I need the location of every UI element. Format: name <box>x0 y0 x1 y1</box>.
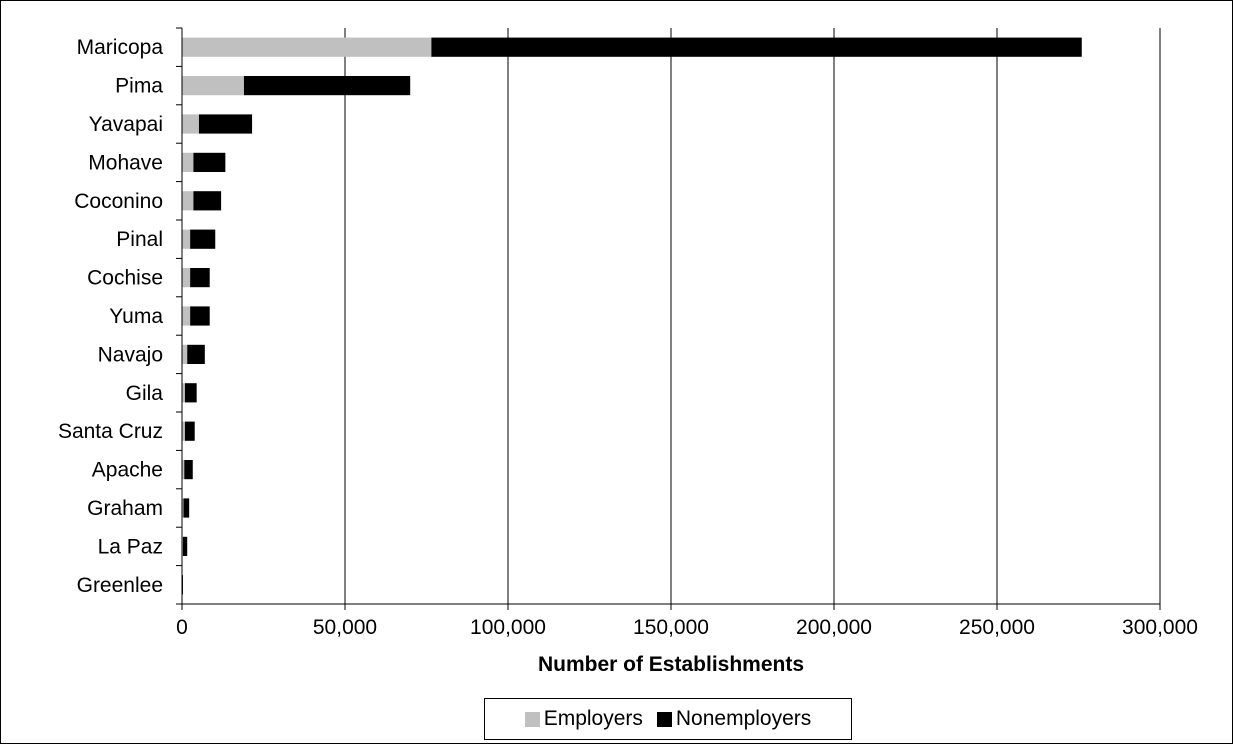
bar-nonemployers-maricopa <box>431 38 1081 57</box>
legend-swatch-employers <box>525 712 540 727</box>
category-label-gila: Gila <box>126 382 164 405</box>
bar-nonemployers-santa-cruz <box>185 422 195 441</box>
bar-employers-pinal <box>182 230 190 249</box>
legend-label-employers: Employers <box>544 707 643 731</box>
bar-nonemployers-gila <box>185 383 197 402</box>
x-tick-label-2: 100,000 <box>470 616 546 639</box>
category-label-maricopa: Maricopa <box>77 36 164 59</box>
legend-entry-nonemployers: Nonemployers <box>657 707 811 731</box>
bar-nonemployers-coconino <box>193 191 221 210</box>
category-label-la-paz: La Paz <box>98 535 163 558</box>
bar-nonemployers-la-paz <box>183 537 187 556</box>
legend-entry-employers: Employers <box>525 707 643 731</box>
bar-employers-mohave <box>182 153 193 172</box>
category-label-yuma: Yuma <box>109 305 163 328</box>
x-tick-label-0: 0 <box>176 616 188 639</box>
x-tick-label-1: 50,000 <box>313 616 377 639</box>
axes <box>176 28 1160 610</box>
category-label-graham: Graham <box>87 497 163 520</box>
category-label-santa-cruz: Santa Cruz <box>58 420 163 443</box>
category-label-greenlee: Greenlee <box>77 574 163 597</box>
category-label-navajo: Navajo <box>98 343 163 366</box>
x-axis-title: Number of Establishments <box>538 653 804 676</box>
bar-employers-maricopa <box>182 38 431 57</box>
gridlines <box>345 28 1160 604</box>
bar-employers-cochise <box>182 268 190 287</box>
category-label-apache: Apache <box>92 459 163 482</box>
x-tick-label-3: 150,000 <box>633 616 709 639</box>
category-label-cochise: Cochise <box>87 267 163 290</box>
bar-employers-navajo <box>182 345 187 364</box>
bar-nonemployers-pima <box>244 76 410 95</box>
bar-employers-yavapai <box>182 114 199 133</box>
bar-employers-yuma <box>182 306 190 325</box>
bar-employers-coconino <box>182 191 193 210</box>
bar-nonemployers-pinal <box>190 230 215 249</box>
bar-employers-pima <box>182 76 244 95</box>
category-label-mohave: Mohave <box>88 151 163 174</box>
bar-nonemployers-cochise <box>190 268 210 287</box>
legend: Employers Nonemployers <box>484 698 852 740</box>
legend-label-nonemployers: Nonemployers <box>676 707 811 731</box>
bar-nonemployers-mohave <box>193 153 225 172</box>
bars <box>182 38 1082 595</box>
category-label-pima: Pima <box>115 75 163 98</box>
x-tick-label-6: 300,000 <box>1122 616 1198 639</box>
category-label-pinal: Pinal <box>116 228 163 251</box>
bar-nonemployers-yavapai <box>199 114 252 133</box>
category-label-yavapai: Yavapai <box>89 113 163 136</box>
bar-nonemployers-graham <box>183 498 189 517</box>
category-label-coconino: Coconino <box>74 190 163 213</box>
legend-swatch-nonemployers <box>657 712 672 727</box>
x-tick-label-4: 200,000 <box>796 616 872 639</box>
bar-nonemployers-yuma <box>190 306 210 325</box>
bar-nonemployers-navajo <box>187 345 205 364</box>
bar-nonemployers-apache <box>184 460 192 479</box>
x-tick-label-5: 250,000 <box>959 616 1035 639</box>
